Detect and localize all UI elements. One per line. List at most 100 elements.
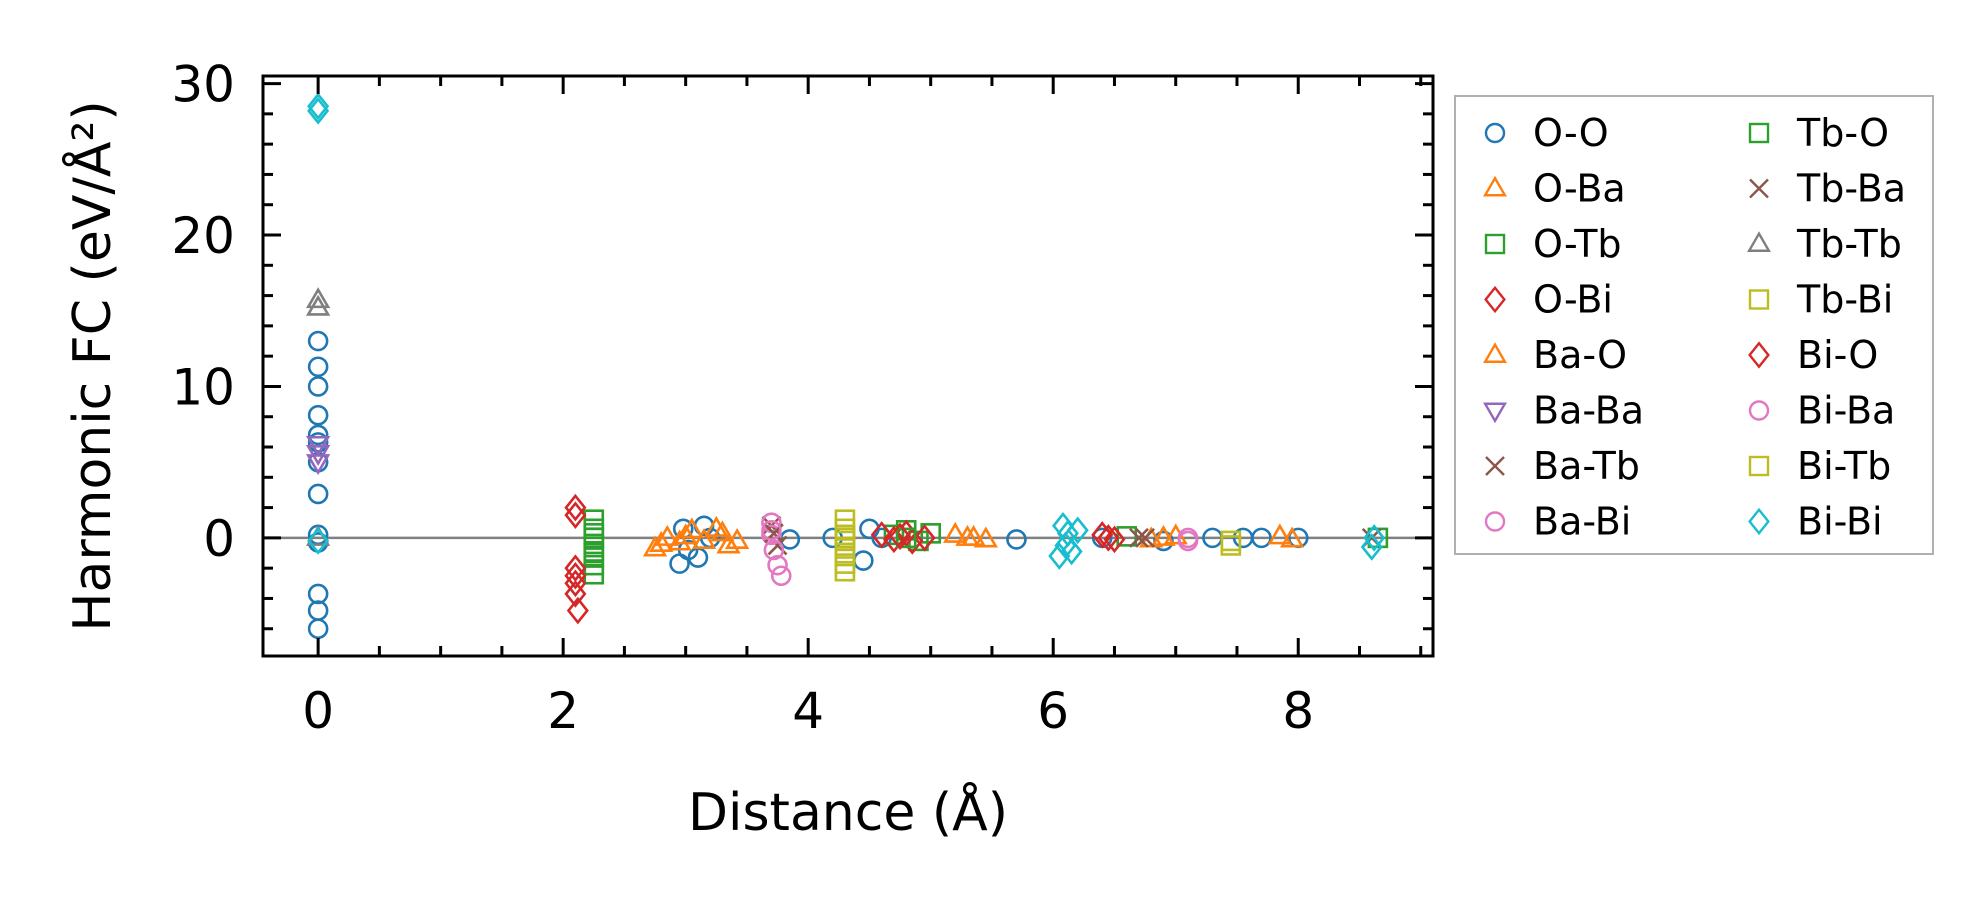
legend-marker: [1484, 122, 1506, 144]
legend-item: O-Bi: [1484, 278, 1613, 322]
series-bi-bi: [307, 92, 1386, 570]
data-point: [889, 522, 912, 551]
data-point: [973, 526, 998, 548]
data-point: [307, 600, 329, 621]
data-point: [307, 404, 329, 426]
data-point: [834, 560, 856, 582]
data-point: [307, 527, 330, 555]
y-axis-title: Harmonic FC (eV/Å²): [61, 100, 123, 631]
legend-label: Ba-Tb: [1533, 444, 1640, 488]
data-point: [307, 356, 329, 378]
data-point: [895, 527, 917, 549]
data-point: [1279, 526, 1305, 548]
data-point: [583, 542, 605, 564]
legend-marker: [1484, 233, 1506, 255]
legend-item: Ba-O: [1483, 333, 1627, 377]
legend-frame: [1454, 95, 1934, 555]
data-point: [649, 530, 674, 552]
series-ba-o: [649, 520, 980, 552]
data-points: [305, 92, 1389, 640]
data-point: [716, 532, 741, 554]
data-point: [564, 561, 587, 590]
data-point: [913, 524, 936, 552]
legend-item: Ba-Bi: [1484, 500, 1631, 544]
data-point: [673, 523, 698, 545]
series-tb-o: [583, 523, 917, 564]
legend-item: Tb-Ba: [1749, 167, 1906, 211]
legend-item: Bi-Ba: [1748, 389, 1895, 433]
legend-item: Tb-O: [1748, 111, 1889, 155]
legend-label: Ba-Ba: [1533, 389, 1644, 433]
data-point: [763, 539, 785, 561]
legend-item: O-O: [1484, 111, 1609, 155]
data-point: [761, 520, 782, 541]
data-point: [1048, 542, 1071, 570]
data-point: [1220, 530, 1242, 552]
legend-label: O-Ba: [1533, 167, 1626, 211]
legend-label: Tb-Ba: [1796, 167, 1906, 211]
data-point: [307, 97, 330, 125]
data-point: [1129, 527, 1149, 548]
legend-marker: [1485, 456, 1505, 476]
axis-ticks: [263, 76, 1433, 656]
data-point: [305, 287, 331, 309]
data-point: [307, 483, 329, 505]
legend-marker: [1483, 402, 1507, 424]
legend-label: Ba-Bi: [1533, 500, 1631, 544]
y-tick-label: 20: [171, 207, 235, 265]
data-point: [307, 330, 329, 352]
data-point: [1177, 530, 1199, 552]
y-tick-label: 30: [171, 56, 235, 114]
legend-item: O-Tb: [1484, 222, 1622, 266]
legend-label: Ba-O: [1533, 333, 1627, 377]
data-point: [305, 454, 331, 476]
legend-item: O-Ba: [1483, 167, 1626, 211]
legend-label: O-Tb: [1533, 222, 1622, 266]
tick-labels: 0 2 4 6 8 0 10 20 30: [171, 56, 1314, 740]
series-o-bi: [564, 493, 1126, 625]
series-ba-bi: [761, 512, 1199, 587]
data-point: [564, 493, 587, 522]
series-bi-o: [564, 522, 1120, 590]
data-point: [305, 294, 331, 316]
legend-item: Bi-Tb: [1748, 444, 1891, 488]
data-point: [307, 618, 329, 640]
data-point: [710, 520, 735, 542]
legend-item: Ba-Tb: [1485, 444, 1640, 488]
legend-item: Tb-Tb: [1747, 222, 1902, 266]
legend-marker: [1748, 289, 1770, 310]
data-point: [770, 565, 792, 587]
series-tb-tb: [305, 287, 331, 546]
legend-label: Bi-Bi: [1797, 500, 1883, 544]
data-point: [583, 547, 605, 568]
legend-marker: [1748, 341, 1770, 369]
data-point: [307, 432, 329, 453]
data-point: [834, 527, 856, 549]
legend-marker: [1483, 342, 1507, 363]
legend-marker: [1748, 455, 1770, 477]
legend-marker: [1484, 511, 1506, 532]
data-point: [564, 554, 587, 582]
data-point: [307, 583, 329, 605]
data-point: [564, 580, 587, 608]
series-bi-ba: [761, 520, 1199, 552]
data-point: [1267, 523, 1293, 545]
legend-label: Bi-Tb: [1797, 444, 1891, 488]
data-point: [767, 554, 788, 576]
data-point: [1103, 525, 1126, 554]
data-point: [901, 527, 924, 555]
y-tick-label: 10: [171, 358, 235, 416]
legend-item: Bi-Bi: [1748, 500, 1883, 544]
data-point: [1135, 527, 1156, 548]
legend-marker: [1748, 507, 1770, 536]
legend-label: O-Bi: [1533, 278, 1613, 322]
data-point: [642, 535, 668, 557]
data-point: [870, 521, 893, 549]
x-tick-label: 0: [302, 682, 334, 740]
data-point: [1251, 527, 1272, 549]
data-point: [1363, 524, 1386, 552]
series-o-o: [307, 330, 1309, 640]
data-point: [1066, 516, 1089, 545]
data-point: [1097, 524, 1120, 552]
